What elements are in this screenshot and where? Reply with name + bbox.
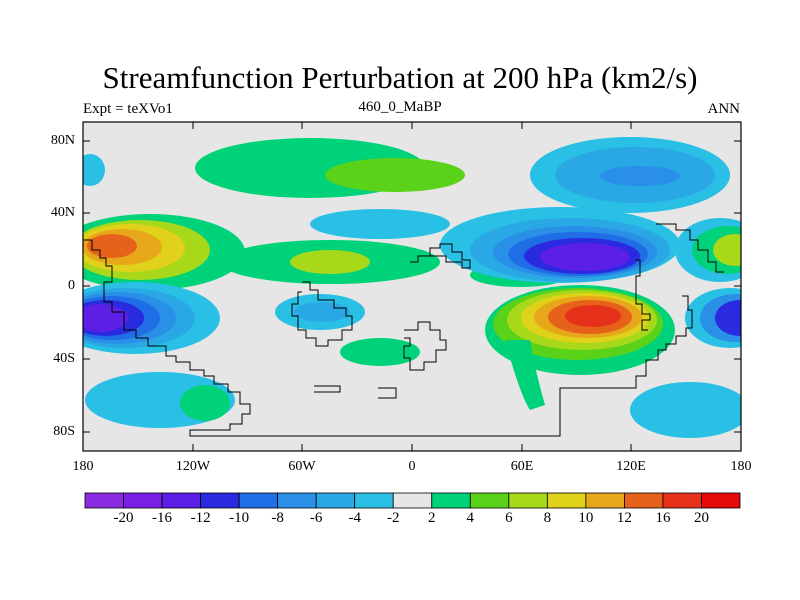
contour-north-green-core (325, 158, 465, 192)
lon-label-60e: 60E (510, 459, 534, 474)
period-label: 460_0_MaBP (358, 99, 442, 115)
season-label: ANN (707, 101, 741, 117)
lon-label-60w: 60W (288, 459, 316, 474)
lat-label-0: 0 (68, 278, 75, 293)
lon-label-120w: 120W (175, 459, 211, 474)
contour-s-green (180, 385, 230, 421)
colorbar-swatch (701, 492, 741, 509)
contour-asia-low-6 (540, 243, 630, 271)
contour-nw-blue (83, 154, 105, 186)
contour-nwhigh-5 (87, 234, 137, 258)
colorbar-swatch (84, 492, 124, 509)
colorbar-swatch (469, 492, 510, 509)
colorbar-swatch (508, 492, 548, 509)
lon-ticks (192, 122, 632, 451)
contour-ne-blue-3 (600, 166, 680, 186)
coastline-pacific-islands (656, 223, 724, 273)
contour-tropic-green-core (290, 250, 370, 274)
colorbar-label: -8 (271, 510, 284, 526)
colorbar-label: 16 (655, 510, 671, 526)
colorbar (84, 492, 741, 509)
experiment-label: Expt = teXVo1 (83, 101, 173, 117)
colorbar-swatch (277, 492, 317, 509)
coastline-small-2 (378, 387, 397, 399)
lat-label-40s: 40S (53, 351, 75, 366)
coastline-asia-east (410, 243, 471, 269)
colorbar-swatch (431, 492, 471, 509)
colorbar-label: -2 (386, 510, 400, 526)
colorbar-swatch (161, 492, 201, 509)
coastline-indian-loop (403, 321, 447, 371)
lat-label-80s: 80S (53, 424, 75, 439)
colorbar-label: 2 (428, 510, 436, 526)
colorbar-swatch (662, 492, 702, 509)
coastline-maritime (635, 259, 651, 331)
colorbar-label: 8 (543, 510, 552, 526)
colorbar-swatch (315, 492, 356, 509)
colorbar-swatch (123, 492, 163, 509)
contour-mid-blue-core (294, 302, 350, 322)
lon-label-180e: 180 (730, 459, 752, 474)
colorbar-label: 20 (693, 510, 709, 526)
colorbar-swatch (546, 492, 587, 509)
colorbar-label: -20 (113, 510, 134, 526)
lon-label-120e: 120E (616, 459, 646, 474)
colorbar-swatch (585, 492, 625, 509)
lat-ticks (83, 140, 741, 433)
contour-s-atl-green (340, 338, 420, 366)
colorbar-label: -16 (152, 510, 173, 526)
contour-io-high-7 (565, 305, 621, 327)
colorbar-label: -4 (348, 510, 361, 526)
coastline-africa (190, 295, 693, 437)
contour-field (83, 137, 741, 438)
coastline-americas (83, 239, 410, 437)
colorbar-swatch (238, 492, 279, 509)
colorbar-label: -6 (309, 510, 323, 526)
figure-title: Streamfunction Perturbation at 200 hPa (… (102, 60, 698, 95)
lon-label-180w: 180 (72, 459, 94, 474)
lat-label-40n: 40N (50, 205, 75, 220)
colorbar-label: 10 (578, 510, 594, 526)
colorbar-label: 12 (616, 510, 632, 526)
contour-se-blue-south (630, 382, 741, 438)
colorbar-label: -10 (229, 510, 250, 526)
colorbar-swatch (200, 492, 240, 509)
colorbar-label: 4 (466, 510, 475, 526)
lon-label-0: 0 (408, 459, 416, 474)
contour-io-high-tail (505, 340, 545, 410)
land-outlines (83, 223, 724, 437)
contour-ntrop-blue-w (310, 209, 450, 239)
colorbar-label: 6 (505, 510, 513, 526)
contour-ne-edge-yellow (713, 234, 741, 266)
colorbar-swatch (392, 492, 433, 509)
coastline-south-america (291, 281, 353, 347)
contour-swlow-6 (83, 304, 128, 332)
colorbar-swatch (624, 492, 664, 509)
coastline-small-1 (314, 385, 341, 393)
contour-se-low-3 (715, 300, 741, 336)
colorbar-swatch (354, 492, 394, 509)
lat-label-80n: 80N (50, 133, 75, 148)
colorbar-label: -12 (190, 510, 211, 526)
